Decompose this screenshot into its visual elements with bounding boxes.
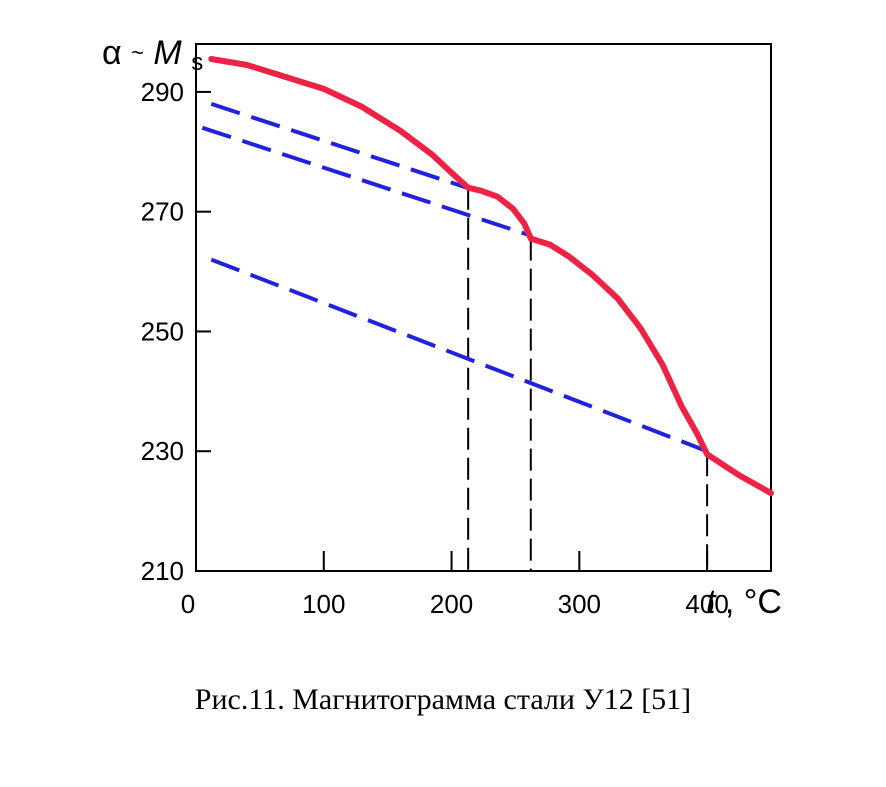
dashed-line (201, 125, 532, 238)
data-curves (208, 56, 774, 497)
y-tick-label: 210 (141, 556, 184, 586)
dashed-line (210, 101, 468, 190)
plot-frame (195, 43, 772, 572)
y-tick-label: 250 (141, 316, 184, 346)
x-tick-label: 200 (430, 589, 473, 619)
x-axis-label: t , °C (706, 583, 782, 621)
x-tick-label: 300 (558, 589, 601, 619)
y-axis-label: α ~ M s (102, 30, 203, 76)
x-tick-label: 100 (302, 589, 345, 619)
axes (195, 43, 772, 572)
dashed-lines (201, 101, 708, 454)
y-tick-label: 270 (141, 197, 184, 227)
magnetization-curve (208, 56, 774, 497)
x-tick-label: 400 (685, 589, 728, 619)
dashed-line (210, 257, 708, 454)
x-tick-label: 0 (181, 589, 195, 619)
tick-marks (196, 90, 709, 571)
y-tick-label: 230 (141, 436, 184, 466)
tick-labels: 210 230 250 270 290 0 100 200 300 400 (141, 77, 729, 619)
vertical-guide-lines (467, 187, 709, 571)
figure-caption: Рис.11. Магнитограмма стали У12 [51] (194, 683, 692, 716)
y-tick-label: 290 (141, 77, 184, 107)
